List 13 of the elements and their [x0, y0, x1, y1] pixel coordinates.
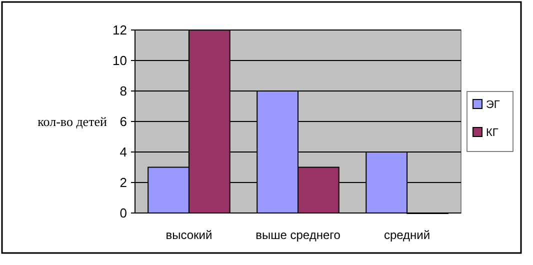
- x-tick-label: средний: [384, 228, 430, 242]
- legend-label: ЭГ: [486, 98, 500, 111]
- x-tick-label: высокий: [166, 228, 212, 242]
- y-axis-title: кол-во детей: [38, 114, 108, 130]
- y-tick-label: 10: [112, 53, 127, 68]
- y-tick-label: 2: [120, 175, 127, 190]
- y-tick-label: 12: [112, 22, 127, 38]
- y-tick-label: 4: [120, 144, 127, 160]
- x-tick-label: выше среднего: [256, 228, 341, 242]
- y-tick-label: 0: [120, 206, 127, 221]
- legend-label: КГ: [486, 126, 498, 139]
- y-tick-label: 6: [120, 114, 127, 130]
- y-tick-label: 8: [120, 84, 127, 99]
